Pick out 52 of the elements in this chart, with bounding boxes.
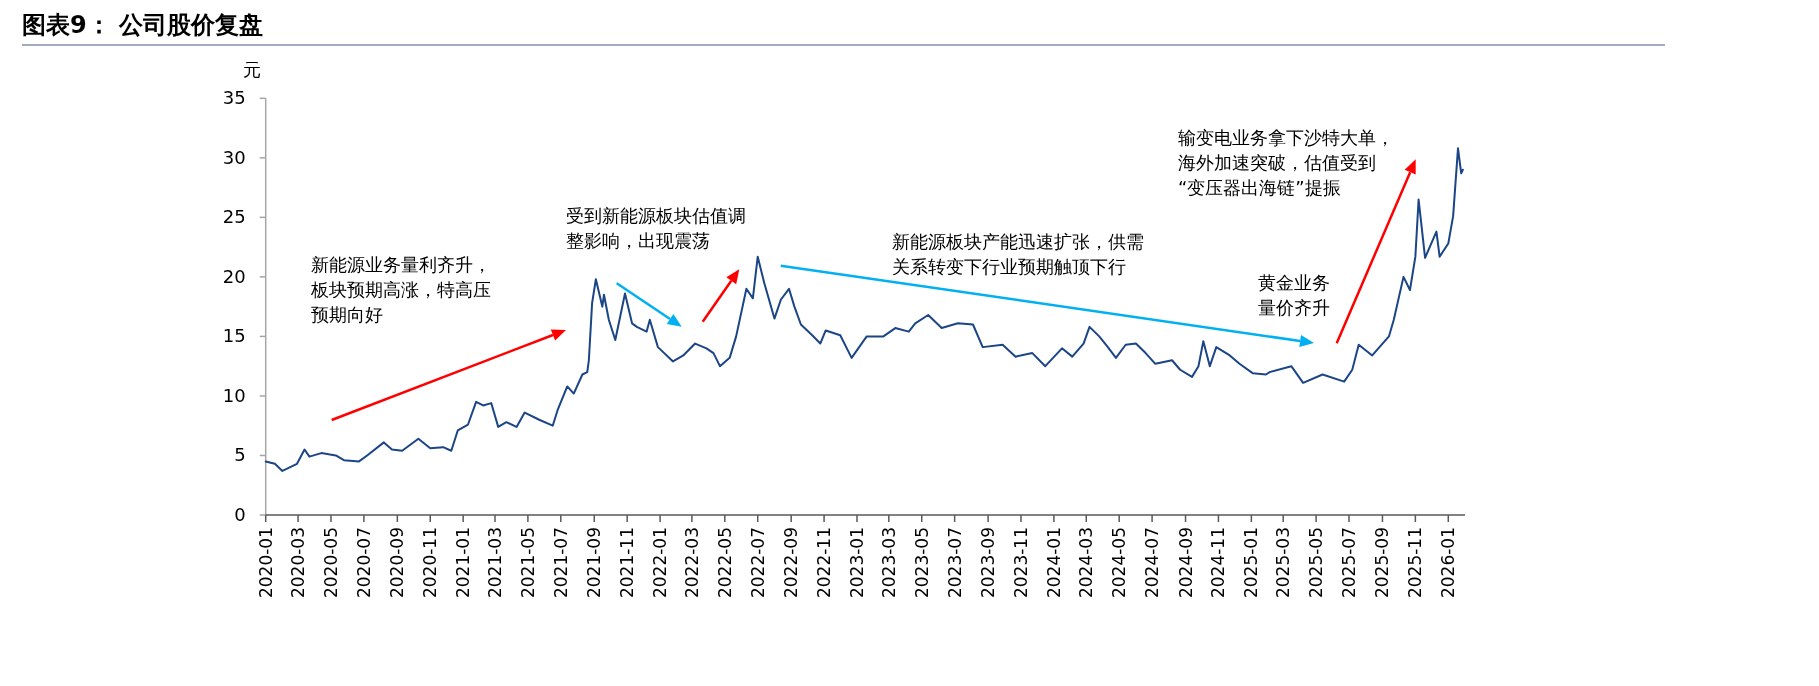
y-tick-label: 25	[222, 206, 246, 228]
x-tick-label: 2020-05	[320, 527, 341, 599]
annotation: 输变电业务拿下沙特大单，海外加速突破，估值受到“变压器出海链”提振	[1178, 127, 1394, 198]
x-tick-label: 2025-11	[1405, 527, 1426, 599]
y-tick-label: 20	[222, 265, 246, 287]
x-tick-label: 2021-01	[453, 527, 474, 599]
x-tick-label: 2020-09	[387, 527, 408, 599]
x-tick-label: 2023-07	[944, 527, 965, 599]
annotation: 受到新能源板块估值调整影响，出现震荡	[566, 205, 746, 251]
x-tick-label: 2024-09	[1175, 527, 1196, 599]
y-tick-label: 10	[222, 384, 246, 406]
y-tick-label: 30	[222, 146, 246, 168]
y-tick-label: 0	[234, 504, 246, 525]
x-tick-label: 2023-05	[911, 527, 932, 599]
x-tick-label: 2021-03	[484, 527, 505, 599]
x-tick-label: 2023-09	[978, 527, 999, 599]
x-tick-label: 2021-11	[617, 527, 638, 599]
y-axis-title: 元	[242, 59, 261, 81]
x-tick-label: 2022-05	[714, 527, 735, 599]
x-tick-label: 2024-05	[1109, 527, 1130, 599]
x-tick-label: 2025-09	[1372, 527, 1393, 599]
x-tick-label: 2024-01	[1043, 527, 1064, 599]
x-tick-label: 2022-07	[747, 527, 768, 599]
x-tick-label: 2021-09	[584, 527, 605, 599]
x-tick-label: 2025-05	[1306, 527, 1327, 599]
y-tick-label: 35	[222, 87, 246, 109]
x-tick-label: 2023-01	[846, 527, 867, 599]
x-tick-label: 2023-11	[1010, 527, 1031, 599]
y-tick-label: 5	[234, 444, 246, 466]
annotation: 新能源板块产能迅速扩张，供需关系转变下行业预期触顶下行	[892, 231, 1144, 277]
x-tick-label: 2022-03	[681, 527, 702, 599]
x-tick-label: 2022-11	[814, 527, 835, 599]
x-tick-label: 2023-03	[878, 527, 899, 599]
annotation: 新能源业务量利齐升，板块预期高涨，特高压预期向好	[311, 254, 491, 325]
x-tick-label: 2022-01	[650, 527, 671, 599]
y-tick-label: 15	[222, 325, 246, 347]
x-tick-label: 2026-01	[1438, 527, 1459, 599]
x-tick-label: 2024-03	[1076, 527, 1097, 599]
x-tick-label: 2024-11	[1208, 527, 1229, 599]
x-tick-label: 2020-01	[255, 527, 276, 599]
title: 图表9： 公司股价复盘	[22, 11, 264, 39]
x-tick-label: 2020-11	[420, 527, 441, 599]
x-tick-label: 2024-07	[1142, 527, 1163, 599]
x-tick-label: 2020-07	[353, 527, 374, 599]
x-tick-label: 2025-03	[1273, 527, 1294, 599]
x-tick-label: 2025-01	[1241, 527, 1262, 599]
x-tick-label: 2020-03	[288, 527, 309, 599]
annotation: 黄金业务量价齐升	[1258, 272, 1330, 318]
x-tick-label: 2021-07	[550, 527, 571, 599]
x-tick-label: 2022-09	[781, 527, 802, 599]
x-tick-label: 2021-05	[517, 527, 538, 599]
x-tick-label: 2025-07	[1339, 527, 1360, 599]
